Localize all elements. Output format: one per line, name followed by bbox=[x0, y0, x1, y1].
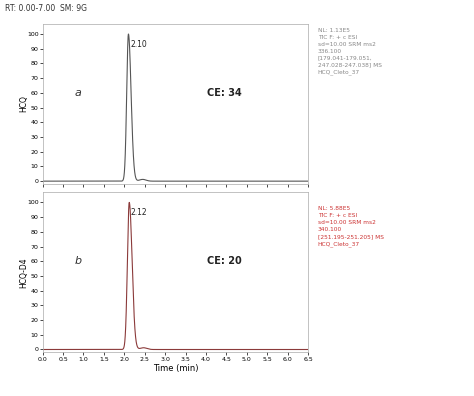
Text: a: a bbox=[74, 88, 82, 98]
Y-axis label: HCQ-D4: HCQ-D4 bbox=[19, 257, 28, 287]
Text: 2.10: 2.10 bbox=[130, 40, 147, 49]
Y-axis label: HCQ: HCQ bbox=[19, 95, 28, 112]
Text: CE: 34: CE: 34 bbox=[207, 88, 242, 98]
Text: NL: 5.88E5
TIC F: + c ESI
sd=10.00 SRM ms2
340.100
[251.195-251.205] MS
HCQ_Clet: NL: 5.88E5 TIC F: + c ESI sd=10.00 SRM m… bbox=[318, 206, 383, 247]
X-axis label: Time (min): Time (min) bbox=[153, 364, 198, 373]
Text: 2.12: 2.12 bbox=[131, 208, 147, 217]
Text: NL: 1.13E5
TIC F: + c ESI
sd=10.00 SRM ms2
336.100
[179.041-179.051,
247.028-247: NL: 1.13E5 TIC F: + c ESI sd=10.00 SRM m… bbox=[318, 28, 382, 75]
Text: b: b bbox=[74, 256, 82, 266]
Text: CE: 20: CE: 20 bbox=[207, 256, 242, 266]
Text: RT: 0.00-7.00  SM: 9G: RT: 0.00-7.00 SM: 9G bbox=[5, 4, 87, 13]
